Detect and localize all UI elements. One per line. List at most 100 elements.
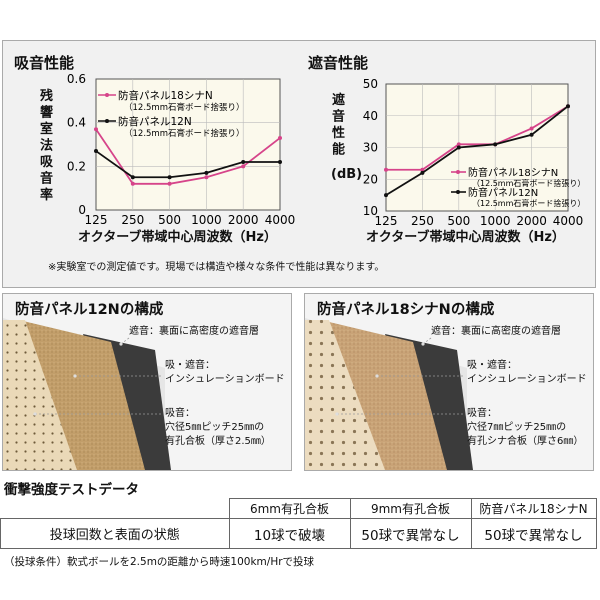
panel-18shina-layer2-desc: インシュレーションボード xyxy=(467,374,587,385)
c1-series-point-1 xyxy=(241,159,246,164)
c1-series-point-0 xyxy=(130,181,135,186)
panel-12n-layer1-label: 遮音：裏面に高密度の遮音層 xyxy=(129,326,259,337)
absorption-chart-title: 吸音性能 xyxy=(14,54,75,72)
c1-xtick-label: 500 xyxy=(158,213,181,227)
panel-12n-layer3-label: 吸音： xyxy=(165,408,195,419)
impact-test-table: 6mm有孔合板 9mm有孔合板 防音パネル18シナN 投球回数と表面の状態 10… xyxy=(0,498,597,549)
c2-series-point-1 xyxy=(456,145,461,150)
c1-ytick-label: 0.2 xyxy=(67,159,86,173)
c2-series-point-1 xyxy=(529,132,534,137)
c2-series-point-1 xyxy=(566,104,570,109)
c2-ytick-label: 10 xyxy=(363,204,378,218)
c1-ytick-label: 0.4 xyxy=(67,116,86,130)
insulation-y-axis-unit: (dB) xyxy=(331,167,362,182)
insulation-legend-12n: 防音パネル12N xyxy=(468,186,538,199)
c1-series-point-0 xyxy=(204,175,209,180)
c1-series-point-0 xyxy=(241,164,246,169)
absorption-legend: 防音パネル18シナN （12.5mm石膏ボード捨張り） 防音パネル12N （12… xyxy=(98,89,245,139)
c2-series-point-1 xyxy=(384,193,388,198)
c2-xtick-label: 4000 xyxy=(553,214,584,228)
impact-test-condition: （投球条件）軟式ボールを2.5mの距離から時速100km/Hrで投球 xyxy=(4,556,315,568)
panel-12n-title: 防音パネル12Nの構成 xyxy=(15,302,164,318)
panel-12n-layer2-desc: インシュレーションボード xyxy=(165,374,285,385)
c2-ytick-label: 40 xyxy=(363,109,378,123)
c1-xtick-label: 125 xyxy=(85,213,108,227)
c1-series-point-1 xyxy=(94,149,98,154)
c2-series-point-0 xyxy=(420,167,425,172)
impact-row-label: 投球回数と表面の状態 xyxy=(0,518,230,549)
absorption-x-axis-label: オクターブ帯域中心周波数（Hz） xyxy=(78,229,277,245)
c1-ylabel-char: 残 xyxy=(40,88,53,104)
c1-xtick-label: 2000 xyxy=(228,213,259,227)
c2-ytick-label: 50 xyxy=(363,77,378,91)
panel-18shina-layer3-label: 吸音： xyxy=(467,408,497,419)
impact-header-9mm: 9mm有孔合板 xyxy=(349,498,472,519)
absorption-legend-12n-note: （12.5mm石膏ボード捨張り） xyxy=(124,128,245,139)
panel-12n-layer3-desc1: 穴径5㎜ピッチ25㎜の xyxy=(165,422,265,433)
impact-result-9mm: 50球で異常なし xyxy=(349,518,472,549)
c2-series-line-0 xyxy=(386,105,569,171)
c1-ylabel-char: 音 xyxy=(40,171,53,187)
c1-ylabel-char: 吸 xyxy=(40,155,54,170)
c1-series-point-1 xyxy=(204,170,209,175)
impact-test-title: 衝撃強度テストデータ xyxy=(4,482,139,498)
c1-series-point-1 xyxy=(130,175,135,180)
panel-18shina-illustration xyxy=(305,318,473,470)
panel-18shina: 防音パネル18シナNの構成 遮音：裏面に高密度の遮音層 吸・遮音： インシュレー… xyxy=(304,293,594,471)
insulation-legend-12n-note: （12.5mm石膏ボード捨張り） xyxy=(472,198,585,208)
c2-xtick-label: 2000 xyxy=(516,214,547,228)
c2-ylabel-char: 遮 xyxy=(332,92,345,108)
panel-18shina-layer3-desc1: 穴径7㎜ピッチ25㎜の xyxy=(467,422,567,433)
impact-header-blank xyxy=(0,498,230,519)
c1-series-point-0 xyxy=(94,127,98,132)
absorption-legend-18shina: 防音パネル18シナN xyxy=(118,89,213,102)
insulation-legend-18shina: 防音パネル18シナN xyxy=(468,166,558,179)
panel-12n-illustration xyxy=(3,318,171,470)
c2-xtick-label: 250 xyxy=(411,214,434,228)
c2-ytick-label: 20 xyxy=(363,172,378,186)
impact-header-row: 6mm有孔合板 9mm有孔合板 防音パネル18シナN xyxy=(0,498,597,519)
c2-series-point-0 xyxy=(529,126,534,131)
c1-xtick-label: 1000 xyxy=(191,213,222,227)
c1-series-point-1 xyxy=(167,175,172,180)
c2-xtick-label: 125 xyxy=(375,214,398,228)
absorption-legend-12n: 防音パネル12N xyxy=(118,115,192,128)
c1-ytick-label: 0 xyxy=(78,203,86,217)
c1-ylabel-char: 室 xyxy=(40,121,53,137)
c2-ylabel-char: 能 xyxy=(332,142,345,158)
insulation-chart-title: 遮音性能 xyxy=(308,54,369,72)
absorption-legend-18shina-note: （12.5mm石膏ボード捨張り） xyxy=(124,102,245,113)
panel-18shina-layer1-label: 遮音：裏面に高密度の遮音層 xyxy=(431,326,561,337)
c1-xtick-label: 4000 xyxy=(265,213,296,227)
absorption-y-axis-label: 残響室法吸音率 xyxy=(40,88,54,203)
impact-result-6mm: 10球で破壊 xyxy=(228,518,351,549)
panel-18shina-layer3-desc2: 有孔シナ合板（厚さ6㎜） xyxy=(467,436,584,447)
measurement-note: ※実験室での測定値です。現場では構造や様々な条件で性能は異なります。 xyxy=(48,262,385,273)
c2-ylabel-char: 音 xyxy=(332,109,345,125)
c1-series-point-1 xyxy=(278,159,282,164)
c1-xtick-label: 250 xyxy=(121,213,144,227)
c1-ylabel-char: 法 xyxy=(40,138,53,154)
impact-header-18shina: 防音パネル18シナN xyxy=(470,498,597,519)
c2-ytick-label: 30 xyxy=(363,141,378,155)
c2-ylabel-char: 性 xyxy=(332,125,345,141)
insulation-x-axis-label: オクターブ帯域中心周波数（Hz） xyxy=(366,229,565,245)
c1-series-point-0 xyxy=(167,181,172,186)
impact-result-row: 投球回数と表面の状態 10球で破壊 50球で異常なし 50球で異常なし xyxy=(0,518,597,549)
panel-12n-layer2-label: 吸・遮音： xyxy=(165,360,215,371)
insulation-y-axis-label: 遮音性能 xyxy=(332,92,345,158)
c2-series-point-1 xyxy=(493,142,498,147)
c2-series-point-0 xyxy=(456,142,461,147)
panel-18shina-layer2-label: 吸・遮音： xyxy=(467,360,517,371)
insulation-legend: 防音パネル18シナN （12.5mm石膏ボード捨張り） 防音パネル12N （12… xyxy=(451,166,585,208)
insulation-legend-18shina-note: （12.5mm石膏ボード捨張り） xyxy=(472,178,585,188)
c1-ylabel-char: 響 xyxy=(40,105,53,121)
c1-ytick-label: 0.6 xyxy=(67,72,86,86)
c1-series-point-0 xyxy=(278,135,282,140)
c2-series-line-1 xyxy=(385,105,569,196)
panel-12n: 防音パネル12Nの構成 遮音：裏面に高密度の遮音層 吸・遮音： インシュレーショ… xyxy=(2,293,292,471)
c2-series-point-0 xyxy=(384,167,388,172)
